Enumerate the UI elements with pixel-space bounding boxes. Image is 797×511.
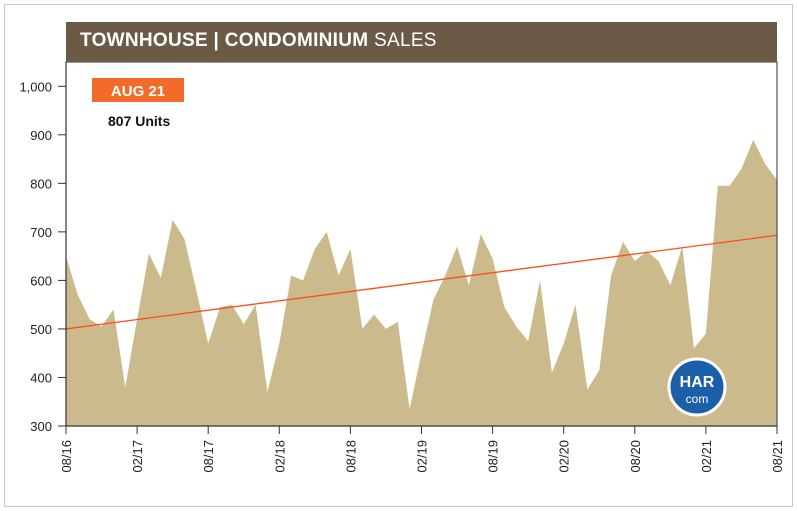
period-badge-label: AUG 21 [111,83,165,100]
x-tick-label: 02/21 [699,440,714,473]
y-tick-label: 800 [30,176,52,191]
x-tick-label: 08/20 [628,440,643,473]
y-tick-label: 600 [30,273,52,288]
x-tick-label: 02/20 [557,440,572,473]
y-tick-label: 500 [30,322,52,337]
y-tick-label: 400 [30,370,52,385]
x-tick-label: 08/19 [486,440,501,473]
chart-title-bold: TOWNHOUSE | CONDOMINIUM [80,30,369,51]
units-value: 807 Units [108,113,170,129]
period-badge [92,78,184,102]
chart-header: TOWNHOUSE | CONDOMINIUM SALES [66,22,777,62]
x-tick-label: 08/21 [770,440,785,473]
x-tick-label: 08/17 [201,440,216,473]
x-tick-label: 02/17 [130,440,145,473]
har-logo-text: HAR [680,374,715,391]
chart-title-light: SALES [374,30,437,51]
x-tick-label: 08/18 [343,440,358,473]
trend-line [65,234,778,330]
chart-title: TOWNHOUSE | CONDOMINIUM SALES [80,30,437,52]
x-tick-label: 02/19 [415,440,430,473]
x-tick-label: 08/16 [59,440,74,473]
har-logo-icon [667,357,727,417]
har-logo-subtext: com [686,392,709,406]
y-tick-label: 300 [30,419,52,434]
y-tick-label: 700 [30,225,52,240]
sales-area [66,139,777,426]
x-tick-label: 02/18 [272,440,287,473]
y-tick-label: 900 [30,128,52,143]
y-tick-label: 1,000 [19,79,52,94]
